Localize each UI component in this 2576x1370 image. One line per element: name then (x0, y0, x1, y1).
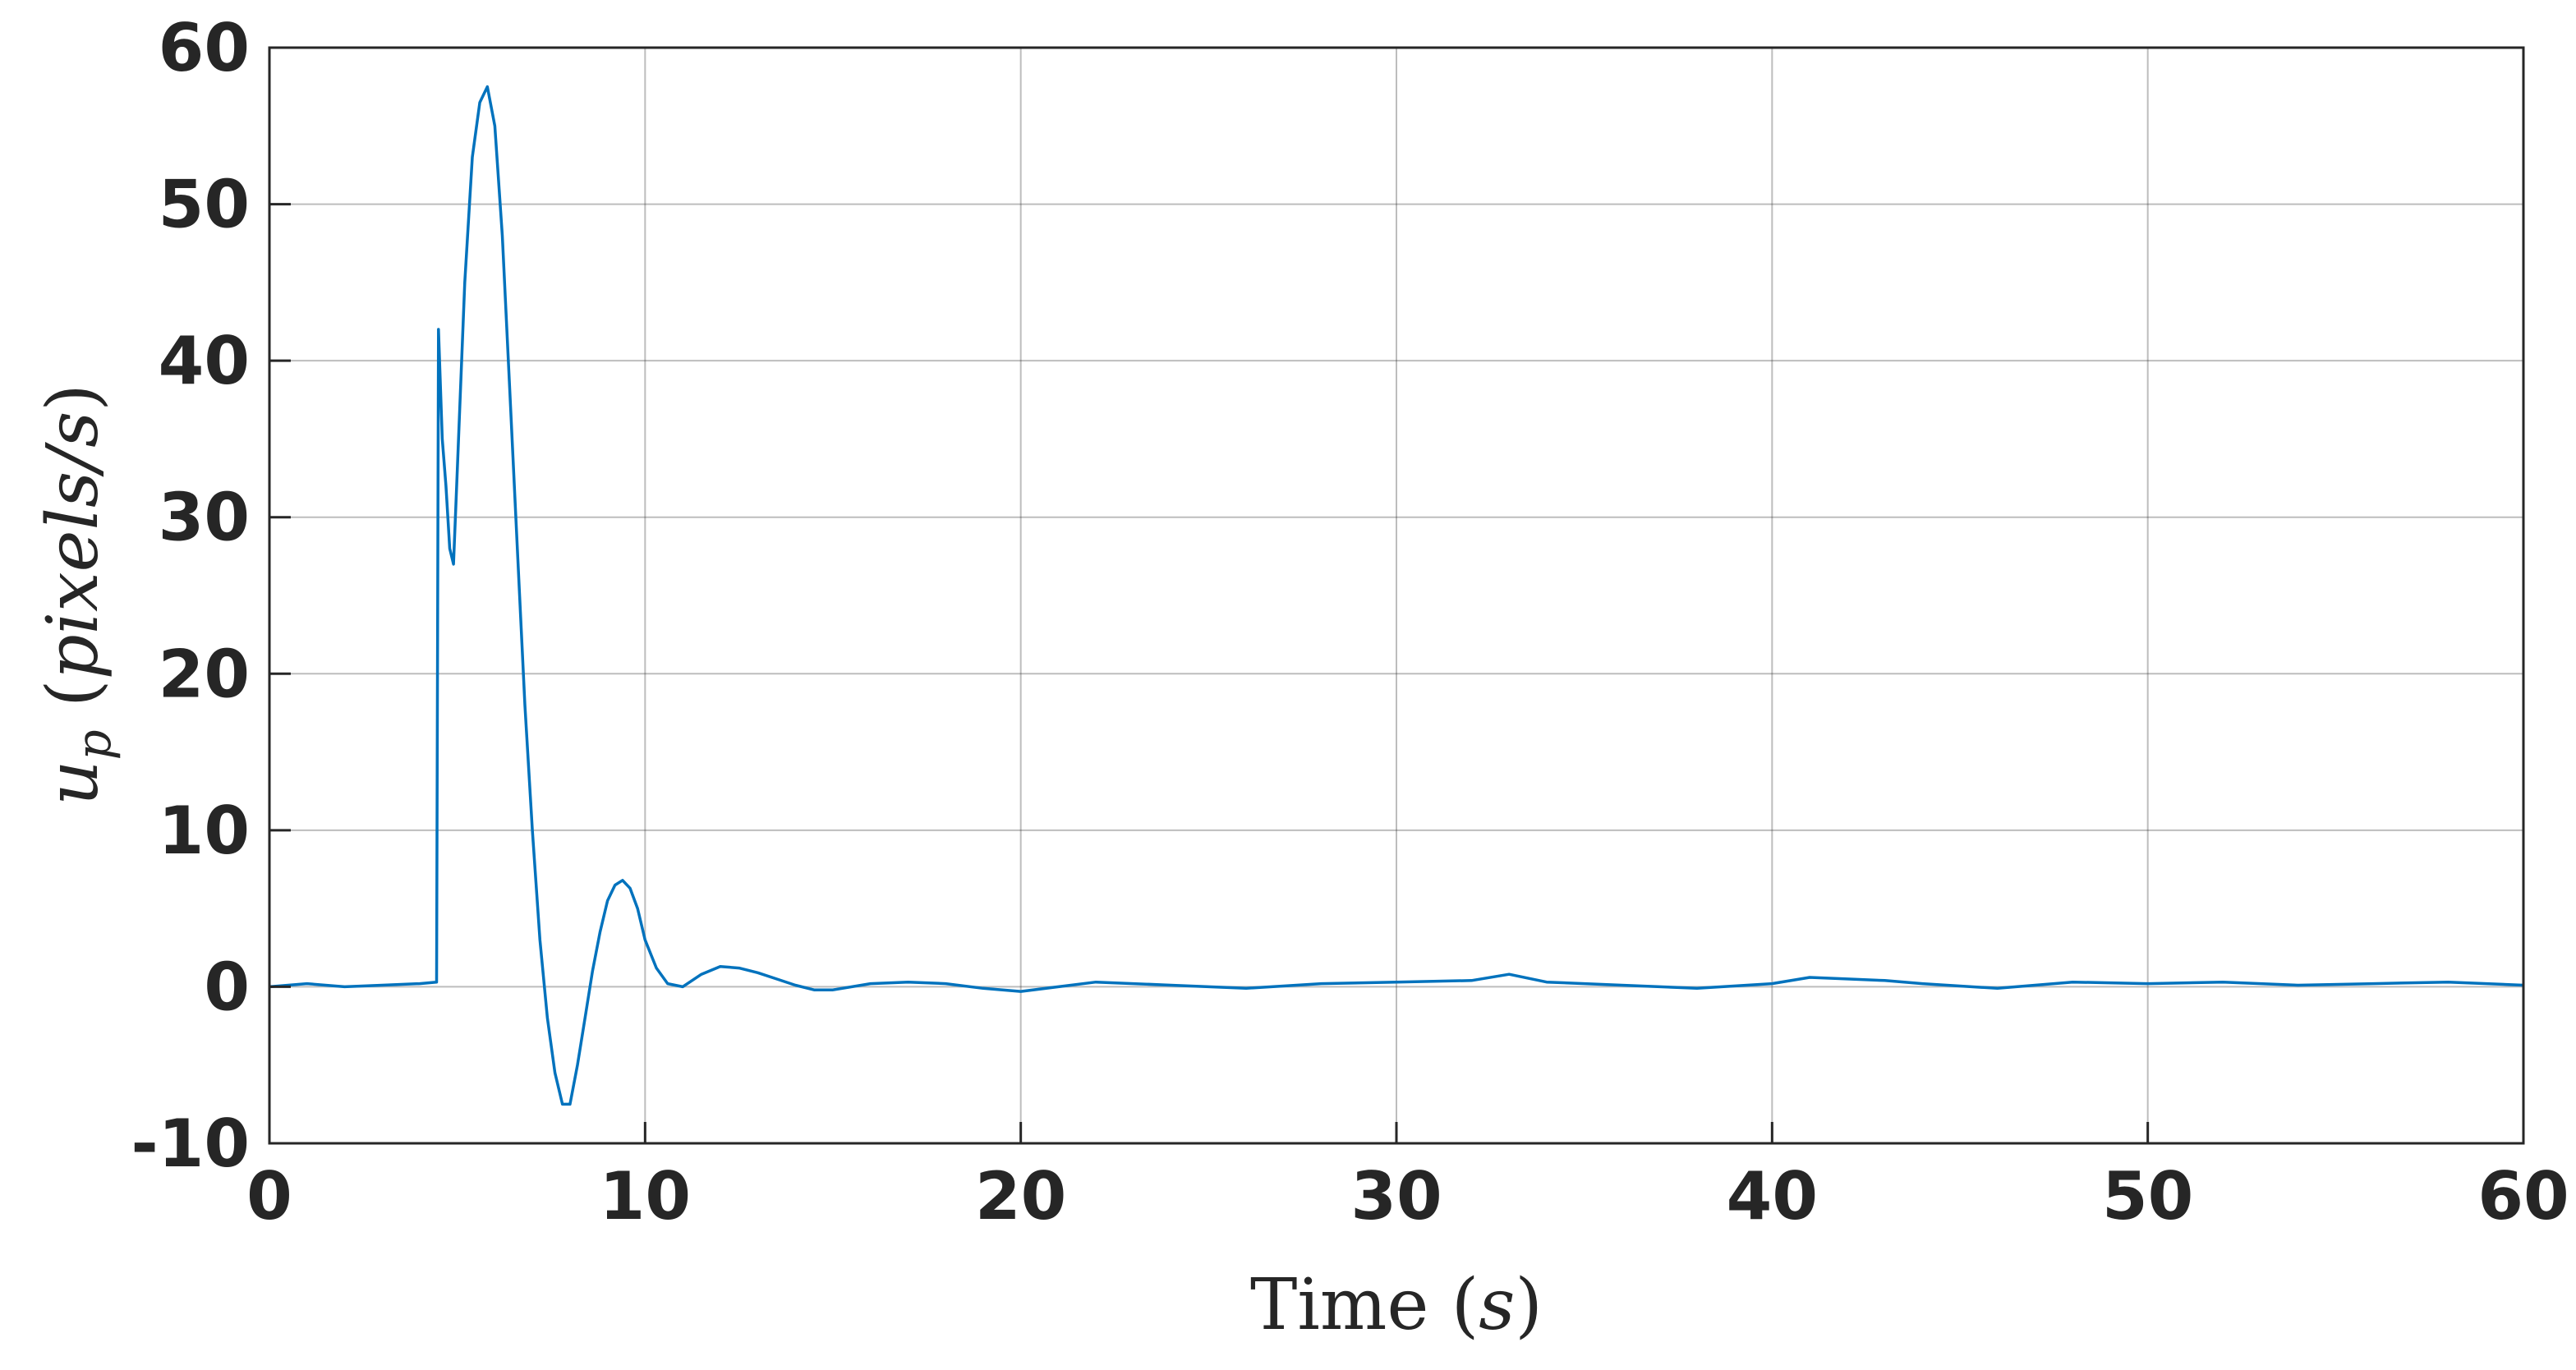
x-axis-label: Time (s) (1250, 1264, 1543, 1346)
y-axis-label-unit: pixels/s (32, 411, 114, 680)
x-axis-label-text: Time (1250, 1264, 1451, 1346)
x-ticks: 0 10 20 30 40 50 60 (246, 1122, 2569, 1234)
y-axis-label-symbol: u (32, 760, 114, 805)
y-tick-label: 50 (159, 167, 250, 243)
x-axis-label-paren-close: ) (1515, 1264, 1543, 1346)
y-axis-label-paren-open: ( (32, 679, 114, 729)
plot-area (269, 48, 2523, 1143)
series (269, 85, 2524, 1106)
y-tick-label: 20 (159, 636, 250, 712)
x-tick-label: 20 (975, 1158, 1066, 1234)
y-tick-label: 0 (204, 949, 250, 1025)
series-line (269, 85, 2524, 1106)
x-tick-label: 30 (1350, 1158, 1442, 1234)
y-axis-label: up (pixels/s) (32, 384, 122, 806)
y-tick-label: -10 (131, 1106, 250, 1182)
x-tick-label: 0 (246, 1158, 292, 1234)
y-ticks: -10 0 10 20 30 40 50 60 (131, 10, 291, 1182)
x-axis-label-paren-open: ( (1451, 1264, 1479, 1346)
y-tick-label: 60 (159, 10, 250, 86)
grid (269, 48, 2523, 1143)
x-tick-label: 40 (1727, 1158, 1818, 1234)
y-tick-label: 30 (159, 480, 250, 556)
y-axis-label-subscript: p (66, 729, 122, 760)
x-tick-label: 50 (2102, 1158, 2193, 1234)
x-tick-label: 60 (2477, 1158, 2569, 1234)
y-tick-label: 40 (159, 323, 250, 399)
y-axis-label-paren-close: ) (32, 384, 114, 411)
y-tick-label: 10 (159, 793, 250, 869)
x-axis-label-unit: s (1479, 1264, 1515, 1346)
x-tick-label: 10 (600, 1158, 691, 1234)
